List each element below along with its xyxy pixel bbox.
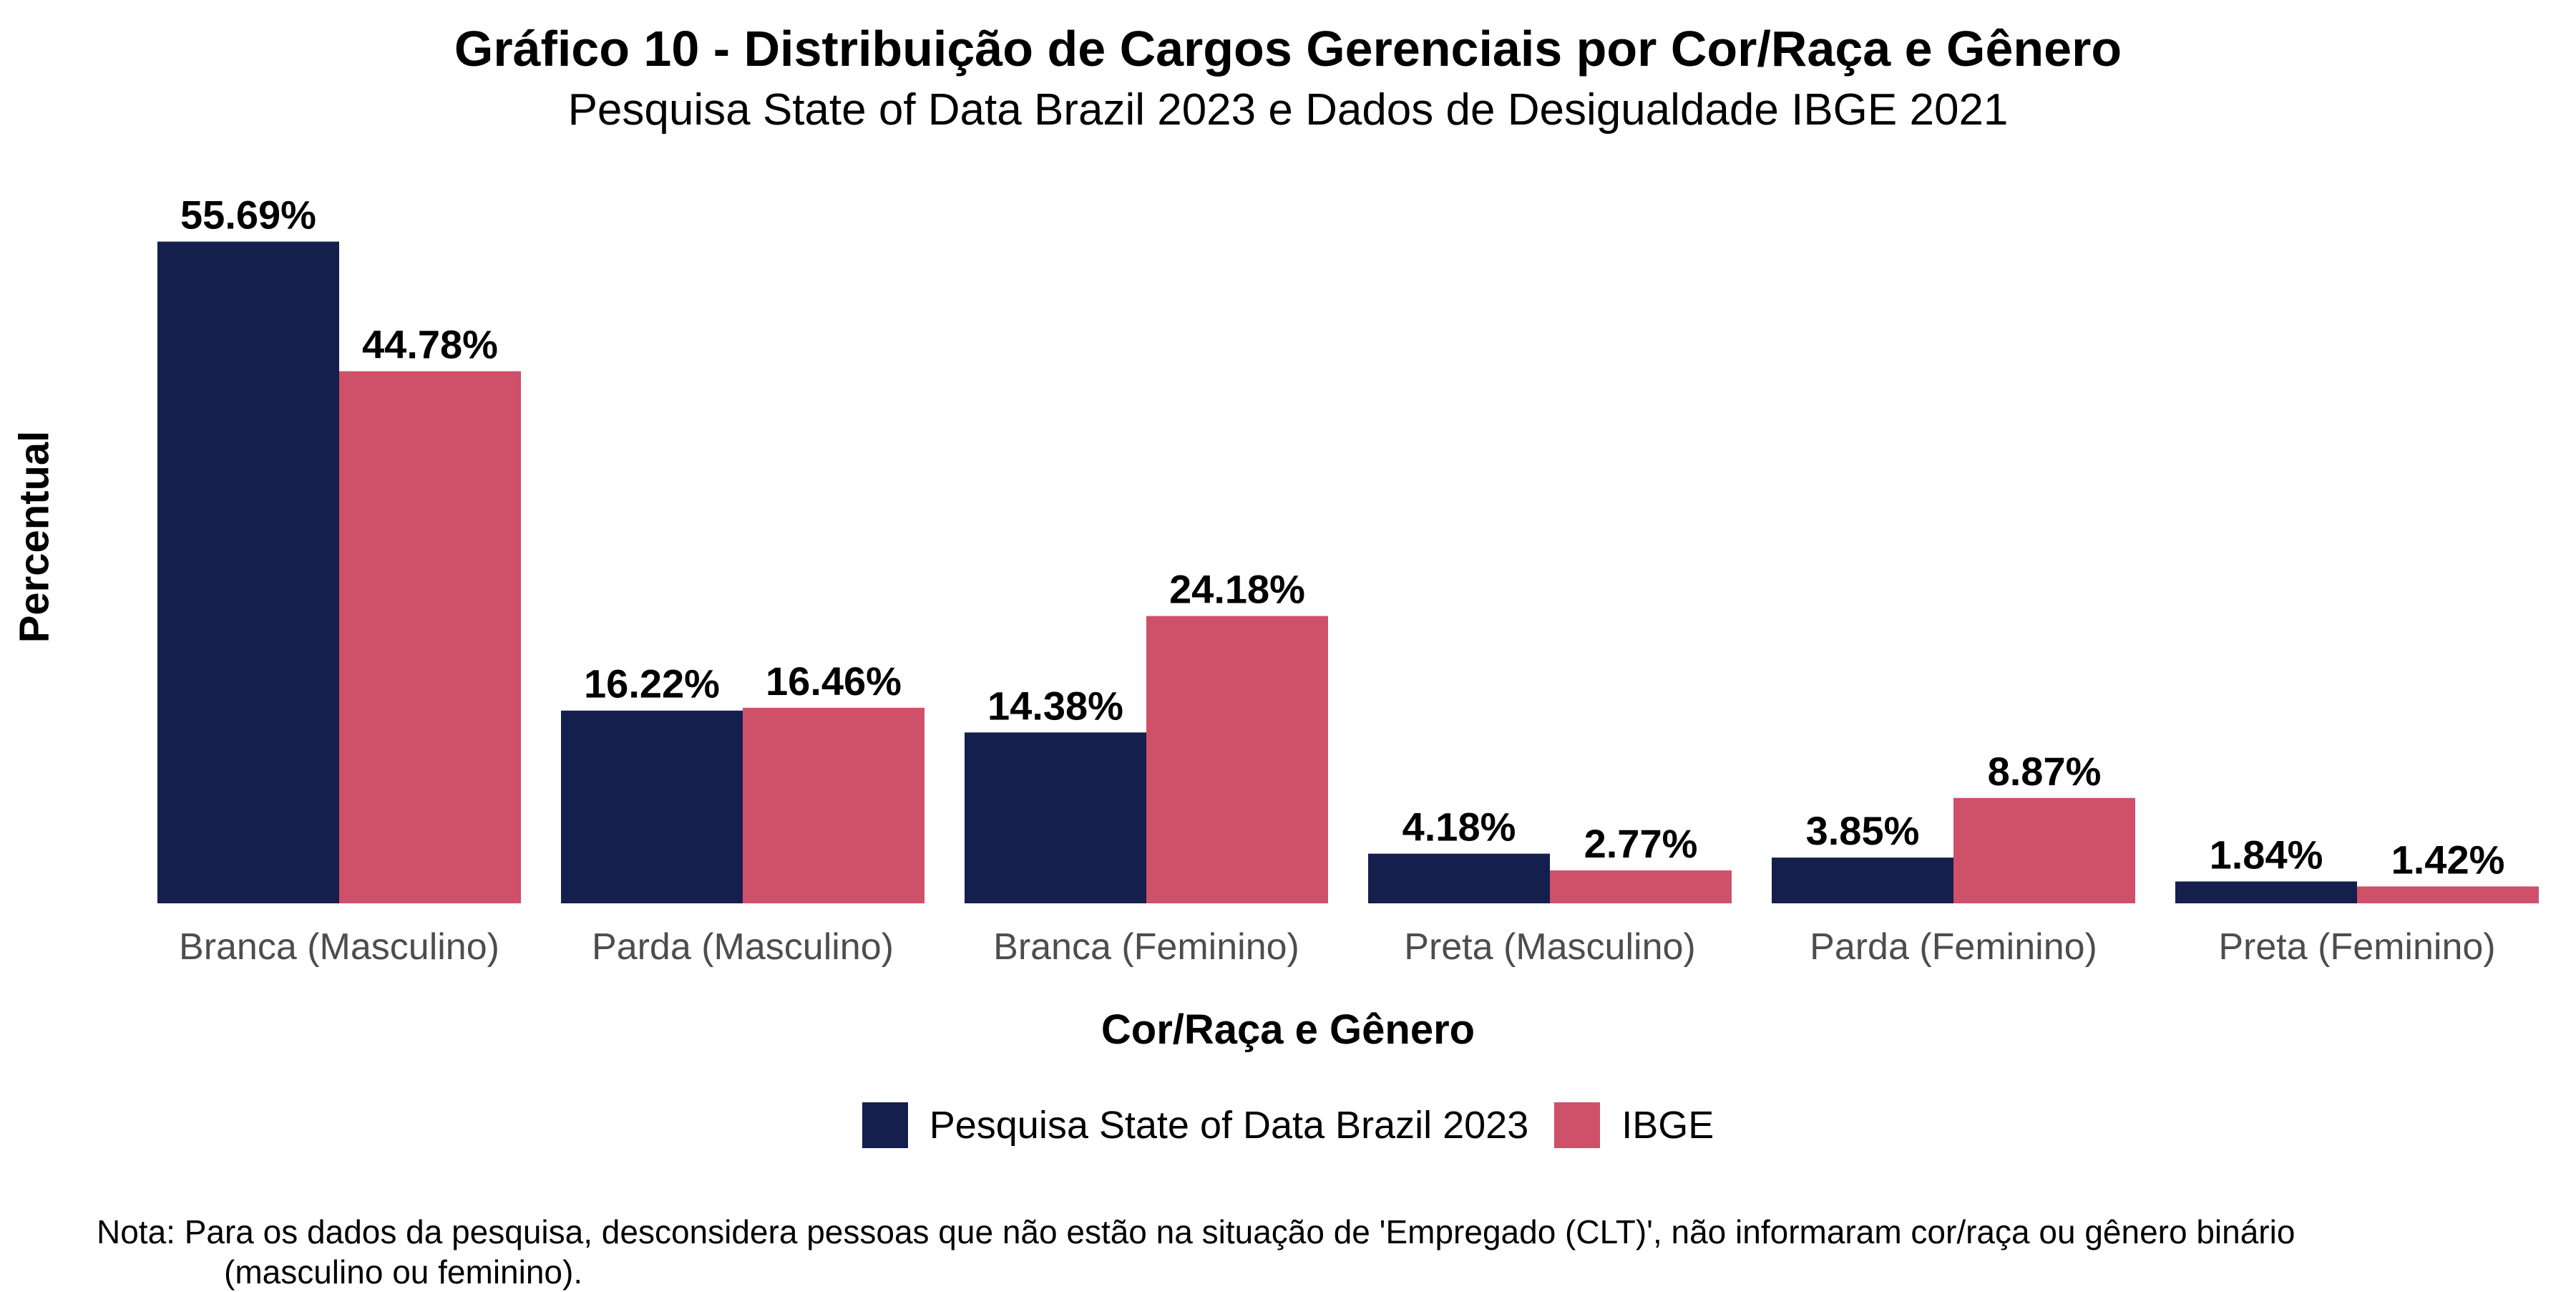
bar-preta-feminino-ibge — [2357, 886, 2539, 903]
legend-item-survey: Pesquisa State of Data Brazil 2023 — [862, 1102, 1529, 1148]
legend-label-ibge: IBGE — [1621, 1104, 1714, 1147]
data-label-branca-masculino-survey: 55.69% — [180, 193, 316, 238]
bar-parda-feminino-survey — [1772, 858, 1953, 903]
x-tick-label-branca-masculino: Branca (Masculino) — [179, 926, 499, 968]
x-tick-label-preta-feminino: Preta (Feminino) — [2218, 926, 2495, 968]
x-axis-label: Cor/Raça e Gênero — [1101, 1006, 1475, 1053]
data-label-preta-masculino-ibge: 2.77% — [1584, 821, 1698, 866]
chart-subtitle: Pesquisa State of Data Brazil 2023 e Dad… — [567, 85, 2009, 135]
legend-item-ibge: IBGE — [1554, 1102, 1714, 1148]
data-label-branca-masculino-ibge: 44.78% — [362, 322, 498, 367]
bar-parda-feminino-ibge — [1953, 797, 2135, 903]
data-label-preta-feminino-survey: 1.84% — [2210, 832, 2323, 877]
chart-title: Gráfico 10 - Distribuição de Cargos Gere… — [454, 21, 2122, 77]
bar-preta-masculino-survey — [1368, 853, 1550, 903]
data-label-preta-masculino-survey: 4.18% — [1402, 805, 1516, 850]
data-label-parda-feminino-ibge: 8.87% — [1988, 749, 2102, 794]
data-label-parda-masculino-ibge: 16.46% — [766, 659, 902, 704]
bar-parda-masculino-survey — [561, 710, 743, 903]
bar-preta-feminino-survey — [2175, 881, 2357, 903]
x-tick-label-branca-feminino: Branca (Feminino) — [993, 926, 1299, 968]
data-label-branca-feminino-ibge: 24.18% — [1169, 567, 1305, 612]
data-label-preta-feminino-ibge: 1.42% — [2391, 837, 2505, 882]
footnote-line-2: (masculino ou feminino). — [224, 1253, 583, 1291]
x-tick-label-parda-masculino: Parda (Masculino) — [592, 926, 894, 968]
bar-parda-masculino-ibge — [743, 707, 924, 903]
data-label-parda-feminino-survey: 3.85% — [1806, 808, 1920, 853]
legend-swatch-survey — [862, 1102, 908, 1148]
legend: Pesquisa State of Data Brazil 2023 IBGE — [0, 1102, 2576, 1148]
bar-preta-masculino-ibge — [1550, 870, 1732, 903]
data-label-branca-feminino-survey: 14.38% — [987, 683, 1123, 728]
x-tick-label-parda-feminino: Parda (Feminino) — [1810, 926, 2097, 968]
bar-branca-feminino-survey — [965, 732, 1146, 903]
x-tick-label-preta-masculino: Preta (Masculino) — [1404, 926, 1695, 968]
bar-branca-feminino-ibge — [1146, 616, 1328, 903]
bar-branca-masculino-ibge — [339, 371, 521, 903]
bar-branca-masculino-survey — [157, 241, 339, 903]
footnote-line-1: Nota: Para os dados da pesquisa, descons… — [97, 1213, 2296, 1250]
legend-label-survey: Pesquisa State of Data Brazil 2023 — [929, 1104, 1529, 1147]
footnote: Nota: Para os dados da pesquisa, descons… — [97, 1212, 2558, 1292]
legend-swatch-ibge — [1554, 1102, 1601, 1148]
data-label-parda-masculino-survey: 16.22% — [584, 661, 720, 706]
